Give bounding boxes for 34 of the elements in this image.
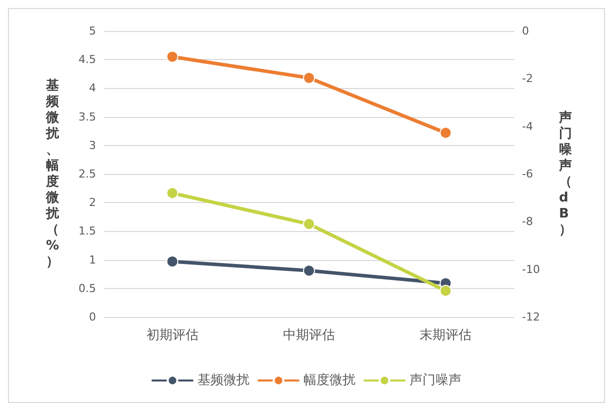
y2-tick-label: -10 — [522, 262, 540, 276]
point — [440, 126, 452, 139]
text: 基频微扰、幅度微扰（%） — [46, 78, 59, 270]
point — [303, 264, 315, 277]
y-tick-label: 2.5 — [78, 168, 96, 180]
x-tick-label: 末期评估 — [420, 328, 472, 343]
legend-label: 基频微扰 — [198, 373, 250, 388]
point — [166, 187, 178, 200]
y-tick-label: 1 — [89, 253, 96, 266]
y2-tick-label: -4 — [522, 120, 533, 133]
y-tick-label: 0.5 — [78, 282, 96, 295]
y-tick-label: 4 — [89, 82, 96, 95]
y2-tick-label: 0 — [522, 24, 529, 38]
point — [166, 50, 178, 63]
y-tick-label: 2 — [89, 196, 96, 210]
y-tick-label: 0 — [89, 310, 96, 324]
point — [440, 284, 452, 297]
y-tick-label: 4.5 — [78, 53, 96, 66]
point — [166, 256, 178, 268]
legend-label: 声门噪声 — [410, 372, 462, 388]
x-tick-label: 中期评估 — [283, 328, 335, 343]
y-tick-label: 5 — [89, 24, 96, 38]
y2-tick-label: -2 — [522, 72, 533, 86]
x-tick-label: 初期评估 — [146, 328, 198, 343]
legend-label: 幅度微扰 — [304, 372, 356, 388]
point — [303, 218, 315, 230]
y-tick-label: 3.5 — [78, 110, 96, 124]
point — [303, 72, 315, 84]
y2-tick-label: -8 — [522, 215, 533, 228]
y-tick-label: 1.5 — [78, 224, 96, 238]
y2-tick-label: -6 — [522, 168, 533, 180]
y-tick-label: 3 — [89, 138, 96, 152]
y2-tick-label: -12 — [522, 310, 540, 324]
y2-axis-title: 声门噪声（dB） — [558, 110, 573, 238]
